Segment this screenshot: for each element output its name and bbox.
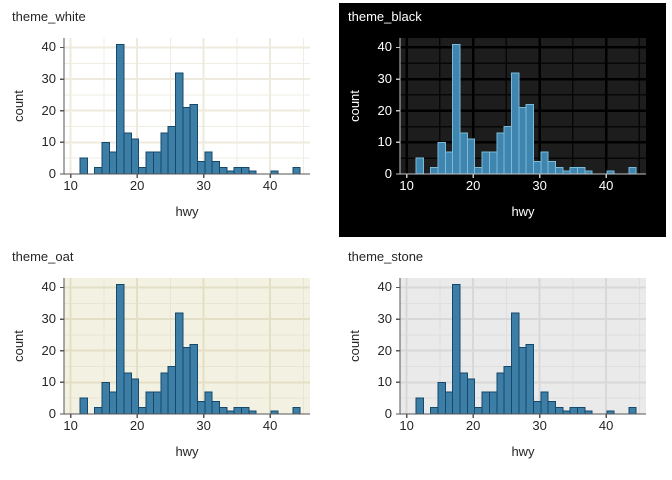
x-tick-label: 10: [63, 418, 78, 433]
x-tick-label: 30: [196, 178, 211, 193]
y-tick-label: 40: [41, 39, 56, 55]
histogram-plot: [396, 38, 646, 178]
panel-title: theme_white: [12, 9, 86, 24]
y-tick-label: 40: [41, 279, 56, 295]
histogram-plot: [396, 278, 646, 418]
x-tick-label: 30: [532, 178, 547, 193]
y-tick-label: 30: [41, 311, 56, 327]
y-tick-label: 30: [377, 71, 392, 87]
y-tick-label: 20: [41, 102, 56, 118]
x-axis-title: hwy: [175, 444, 199, 459]
panel-title: theme_oat: [12, 249, 74, 264]
x-tick-label: 20: [129, 178, 145, 193]
y-tick-label: 10: [41, 374, 56, 390]
y-tick-label: 0: [384, 166, 392, 181]
x-tick-label: 20: [465, 178, 481, 193]
panel-title: theme_black: [348, 9, 422, 24]
y-tick-label: 40: [377, 279, 392, 295]
y-tick-label: 0: [384, 406, 392, 421]
y-tick-label: 20: [377, 342, 392, 358]
x-tick-label: 30: [196, 418, 211, 433]
x-tick-label: 30: [532, 418, 547, 433]
y-tick-label: 0: [48, 406, 56, 421]
y-tick-label: 30: [41, 71, 56, 87]
x-tick-label: 40: [262, 418, 278, 433]
x-tick-label: 20: [465, 418, 481, 433]
x-tick-label: 40: [262, 178, 278, 193]
x-axis-title: hwy: [175, 204, 199, 219]
y-tick-label: 30: [377, 311, 392, 327]
histogram-plot: [60, 278, 310, 418]
x-tick-label: 10: [63, 178, 78, 193]
panel-title: theme_stone: [348, 249, 424, 264]
x-tick-label: 40: [598, 418, 614, 433]
x-tick-label: 10: [399, 418, 414, 433]
histogram-plot: [60, 38, 310, 178]
y-tick-label: 20: [377, 102, 392, 118]
y-tick-label: 10: [41, 134, 56, 150]
y-tick-label: 10: [377, 374, 392, 390]
y-tick-label: 40: [377, 39, 392, 55]
x-tick-label: 10: [399, 178, 414, 193]
y-tick-label: 20: [41, 342, 56, 358]
y-tick-label: 10: [377, 134, 392, 150]
x-tick-label: 40: [598, 178, 614, 193]
x-axis-title: hwy: [511, 444, 535, 459]
x-axis-title: hwy: [511, 204, 535, 219]
x-tick-label: 20: [129, 418, 145, 433]
y-tick-label: 0: [48, 166, 56, 181]
